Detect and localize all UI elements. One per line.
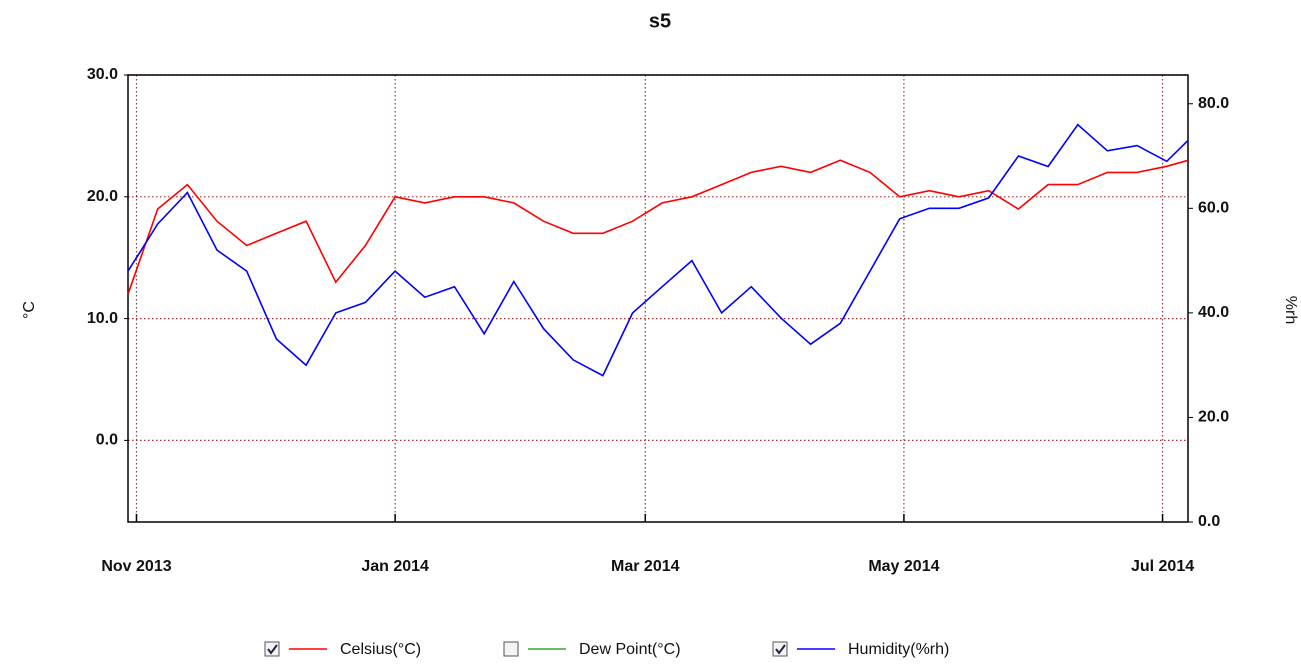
legend-checkbox[interactable] bbox=[772, 641, 788, 657]
y2-tick-label: 20.0 bbox=[1198, 409, 1229, 426]
y-axis-label: °C bbox=[21, 301, 38, 319]
legend-label: Humidity(%rh) bbox=[848, 641, 949, 658]
x-tick-label: Nov 2013 bbox=[101, 558, 171, 575]
x-tick-label: May 2014 bbox=[868, 558, 939, 575]
x-tick-label: Jul 2014 bbox=[1131, 558, 1194, 575]
y2-tick-label: 40.0 bbox=[1198, 304, 1229, 321]
legend-check bbox=[267, 644, 278, 655]
y2-tick-label: 60.0 bbox=[1198, 200, 1229, 217]
y2-axis-label: %rh bbox=[1282, 296, 1299, 324]
series-line bbox=[127, 159, 1189, 295]
plot-frame bbox=[127, 74, 1189, 523]
y2-tick-label: 0.0 bbox=[1198, 513, 1220, 530]
legend-check bbox=[775, 644, 786, 655]
series-line bbox=[127, 123, 1189, 377]
x-tick-label: Mar 2014 bbox=[611, 558, 680, 575]
chart-title: s5 bbox=[649, 10, 671, 32]
legend-label: Celsius(°C) bbox=[340, 641, 421, 658]
y-tick-label: 30.0 bbox=[87, 66, 118, 83]
legend-checkbox[interactable] bbox=[503, 641, 519, 657]
y-tick-label: 20.0 bbox=[87, 188, 118, 205]
y-tick-label: 0.0 bbox=[96, 432, 118, 449]
y-tick-label: 10.0 bbox=[87, 310, 118, 327]
x-tick-label: Jan 2014 bbox=[361, 558, 429, 575]
legend-label: Dew Point(°C) bbox=[579, 641, 681, 658]
legend-checkbox[interactable] bbox=[264, 641, 280, 657]
y2-tick-label: 80.0 bbox=[1198, 95, 1229, 112]
